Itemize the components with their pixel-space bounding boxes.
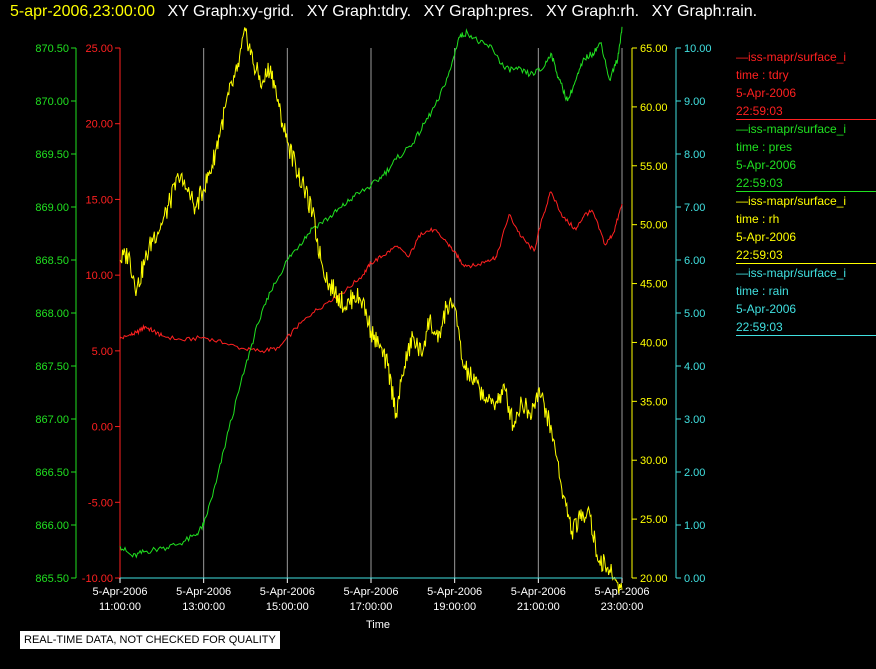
x-tick-label-time: 19:00:00 [433,601,476,613]
rh-tick-label: 55.00 [640,161,668,173]
series-line-rh [119,27,623,594]
legend-series-name: —iss-mapr/surface_i [736,50,847,64]
legend-series-time: 22:59:03 [736,176,783,190]
header-graph-title-rh: XY Graph:rh. [546,3,640,20]
x-tick-label-date: 5-Apr-2006 [343,586,398,598]
legend-divider [736,263,876,264]
header-graph-title-rain: XY Graph:rain. [651,3,758,20]
rh-tick-label: 60.00 [640,102,668,114]
rain-tick-label: 1.00 [684,520,705,532]
legend-series-var: time : rh [736,212,780,226]
legend-series-var: time : rain [736,284,789,298]
graph-header: 5-apr-2006,23:00:00 XY Graph:xy-grid. XY… [10,3,757,21]
legend-divider [736,191,876,192]
x-tick-label-date: 5-Apr-2006 [594,586,649,598]
rain-tick-label: 3.00 [684,414,705,426]
tdry-tick-label: -5.00 [88,497,113,509]
header-timestamp: 5-apr-2006,23:00:00 [10,3,155,20]
x-tick-label-date: 5-Apr-2006 [92,586,147,598]
header-graph-title-tdry: XY Graph:tdry. [306,3,412,20]
x-tick-label-time: 15:00:00 [266,601,309,613]
pres-tick-label: 866.50 [35,467,69,479]
legend-series-name: —iss-mapr/surface_i [736,194,847,208]
legend-entry-tdry[interactable]: —iss-mapr/surface_i time : tdry 5-Apr-20… [736,48,876,120]
pres-tick-label: 866.00 [35,520,69,532]
x-axis-label: Time [366,619,390,631]
legend: —iss-mapr/surface_i time : tdry 5-Apr-20… [736,48,876,336]
rain-tick-label: 4.00 [684,361,705,373]
tdry-tick-label: -10.00 [82,573,113,585]
x-tick-label-time: 23:00:00 [601,601,644,613]
series-line-tdry [119,191,623,354]
rh-tick-label: 65.00 [640,43,668,55]
rh-tick-label: 45.00 [640,279,668,291]
header-graph-title-xy-grid: XY Graph:xy-grid. [167,3,295,20]
legend-divider [736,119,876,120]
x-tick-label-date: 5-Apr-2006 [260,586,315,598]
legend-series-date: 5-Apr-2006 [736,86,797,100]
x-tick-label-time: 11:00:00 [99,601,141,613]
legend-entry-pres[interactable]: —iss-mapr/surface_i time : pres 5-Apr-20… [736,120,876,192]
legend-series-var: time : tdry [736,68,789,82]
legend-series-time: 22:59:03 [736,248,783,262]
rain-tick-label: 10.00 [684,43,712,55]
tdry-tick-label: 25.00 [85,43,113,55]
legend-series-time: 22:59:03 [736,104,783,118]
header-graph-title-pres: XY Graph:pres. [423,3,534,20]
quality-disclaimer: REAL-TIME DATA, NOT CHECKED FOR QUALITY [20,631,280,649]
pres-tick-label: 869.50 [35,149,69,161]
rh-tick-label: 40.00 [640,337,668,349]
rain-tick-label: 5.00 [684,308,705,320]
pres-tick-label: 867.00 [35,414,69,426]
legend-series-date: 5-Apr-2006 [736,230,797,244]
x-tick-label-time: 21:00:00 [517,601,560,613]
pres-tick-label: 870.50 [35,43,69,55]
tdry-tick-label: 20.00 [85,119,113,131]
x-tick-label-date: 5-Apr-2006 [511,586,566,598]
x-tick-label-time: 17:00:00 [350,601,393,613]
legend-divider [736,335,876,336]
x-tick-label-time: 13:00:00 [182,601,225,613]
rh-tick-label: 50.00 [640,220,668,232]
legend-series-time: 22:59:03 [736,320,783,334]
rain-tick-label: 8.00 [684,149,705,161]
rh-tick-label: 20.00 [640,573,668,585]
rain-tick-label: 0.00 [684,573,705,585]
legend-series-date: 5-Apr-2006 [736,302,797,316]
pres-tick-label: 865.50 [35,573,69,585]
rh-tick-label: 35.00 [640,396,668,408]
pres-tick-label: 870.00 [35,96,69,108]
rain-tick-label: 6.00 [684,255,705,267]
pres-tick-label: 867.50 [35,361,69,373]
legend-series-name: —iss-mapr/surface_i [736,266,847,280]
x-tick-label-date: 5-Apr-2006 [176,586,231,598]
rain-tick-label: 2.00 [684,467,705,479]
tdry-tick-label: 5.00 [92,346,113,358]
legend-entry-rain[interactable]: —iss-mapr/surface_i time : rain 5-Apr-20… [736,264,876,336]
pres-tick-label: 868.00 [35,308,69,320]
legend-entry-rh[interactable]: —iss-mapr/surface_i time : rh 5-Apr-2006… [736,192,876,264]
legend-series-name: —iss-mapr/surface_i [736,122,847,136]
tdry-tick-label: 10.00 [85,270,113,282]
tdry-tick-label: 15.00 [85,194,113,206]
rain-tick-label: 7.00 [684,202,705,214]
rh-tick-label: 25.00 [640,514,668,526]
pres-tick-label: 869.00 [35,202,69,214]
pres-tick-label: 868.50 [35,255,69,267]
legend-series-var: time : pres [736,140,793,154]
x-tick-label-date: 5-Apr-2006 [427,586,482,598]
legend-series-date: 5-Apr-2006 [736,158,797,172]
rain-tick-label: 9.00 [684,96,705,108]
series-line-pres [119,26,623,559]
rh-tick-label: 30.00 [640,455,668,467]
tdry-tick-label: 0.00 [92,422,113,434]
